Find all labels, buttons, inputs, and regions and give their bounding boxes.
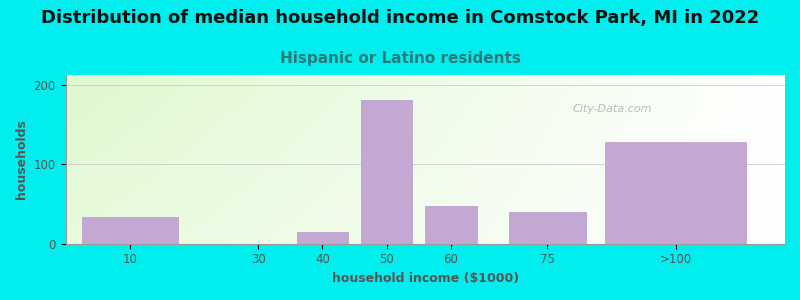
Text: City-Data.com: City-Data.com <box>573 104 652 114</box>
Bar <box>361 100 413 244</box>
Y-axis label: households: households <box>15 119 28 199</box>
Text: Distribution of median household income in Comstock Park, MI in 2022: Distribution of median household income … <box>41 9 759 27</box>
Bar <box>82 218 178 244</box>
Bar <box>509 212 586 244</box>
Text: Hispanic or Latino residents: Hispanic or Latino residents <box>279 51 521 66</box>
Bar <box>605 142 746 244</box>
Bar <box>426 206 477 244</box>
Bar <box>297 232 348 244</box>
X-axis label: household income ($1000): household income ($1000) <box>332 272 519 285</box>
